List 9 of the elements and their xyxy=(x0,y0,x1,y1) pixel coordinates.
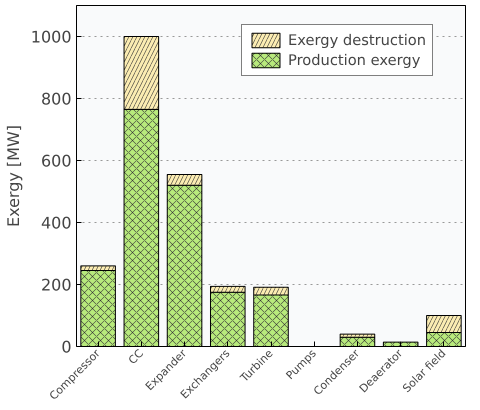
y-tick-label: 200 xyxy=(40,276,72,294)
legend-label: Production exergy xyxy=(288,52,420,68)
y-axis-title: Exergy [MW] xyxy=(4,124,23,228)
x-tick-label: CC xyxy=(126,346,146,367)
y-tick-label: 400 xyxy=(40,214,72,232)
y-tick-label: 600 xyxy=(40,152,72,170)
legend-label: Exergy destruction xyxy=(288,32,426,48)
y-tick-label: 1000 xyxy=(30,28,72,46)
y-tick-label: 800 xyxy=(40,90,72,108)
